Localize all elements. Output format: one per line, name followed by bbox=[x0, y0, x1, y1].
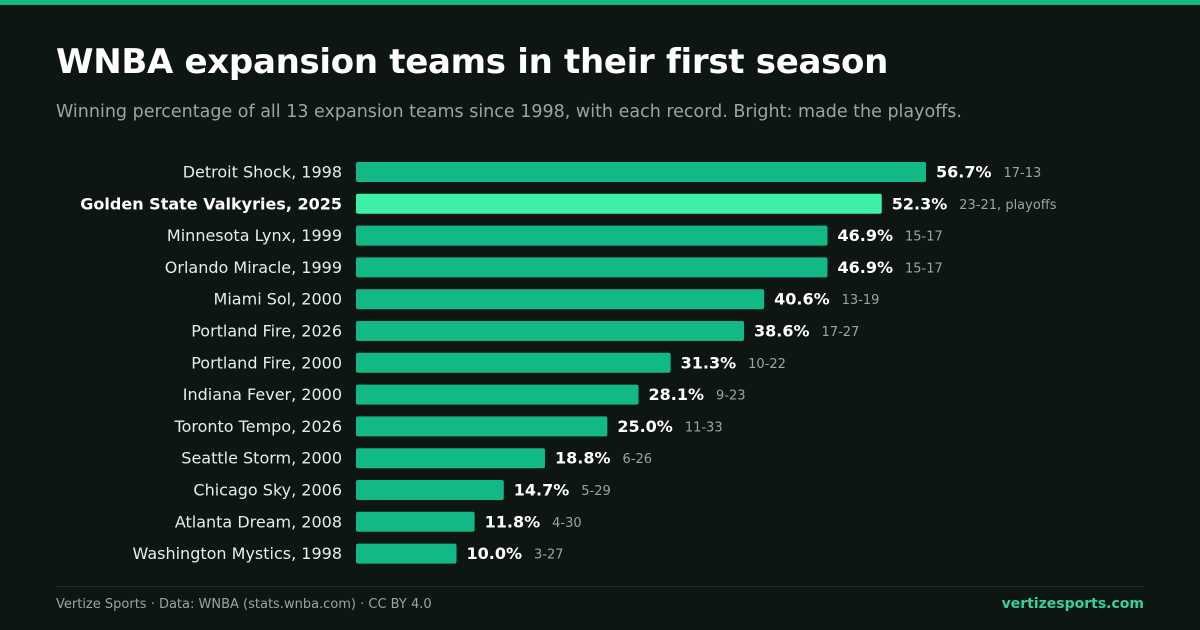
category-label: Atlanta Dream, 2008 bbox=[175, 512, 342, 531]
record-label: 4-30 bbox=[552, 516, 582, 531]
record-label: 17-13 bbox=[1004, 166, 1042, 181]
record-label: 3-27 bbox=[534, 548, 564, 563]
bar bbox=[356, 289, 765, 310]
value-label: 56.7% bbox=[936, 163, 992, 182]
category-label: Toronto Tempo, 2026 bbox=[174, 417, 342, 436]
bar bbox=[356, 193, 882, 214]
category-label: Detroit Shock, 1998 bbox=[183, 163, 342, 182]
value-label: 10.0% bbox=[467, 544, 523, 563]
value-label: 52.3% bbox=[892, 194, 948, 213]
value-label: 18.8% bbox=[555, 449, 611, 468]
bar bbox=[356, 162, 926, 182]
bar bbox=[356, 352, 671, 373]
category-label: Portland Fire, 2000 bbox=[191, 353, 342, 372]
category-label: Indiana Fever, 2000 bbox=[183, 385, 342, 404]
bar bbox=[356, 321, 745, 341]
record-label: 5-29 bbox=[581, 484, 611, 499]
record-label: 23-21, playoffs bbox=[959, 198, 1056, 213]
category-label: Seattle Storm, 2000 bbox=[181, 449, 342, 468]
source-credit: Vertize Sports · Data: WNBA (stats.wnba.… bbox=[56, 597, 432, 612]
bar bbox=[356, 416, 608, 437]
top-accent-bar bbox=[0, 0, 1200, 5]
category-label: Orlando Miracle, 1999 bbox=[165, 258, 342, 277]
bar bbox=[356, 448, 545, 469]
record-label: 15-17 bbox=[905, 230, 943, 245]
bar bbox=[356, 511, 475, 532]
value-label: 38.6% bbox=[754, 322, 810, 341]
value-label: 25.0% bbox=[617, 417, 673, 436]
category-label: Chicago Sky, 2006 bbox=[193, 481, 342, 500]
record-label: 6-26 bbox=[623, 452, 653, 467]
category-label: Portland Fire, 2026 bbox=[191, 322, 342, 341]
value-label: 40.6% bbox=[774, 290, 830, 309]
chart-subtitle: Winning percentage of all 13 expansion t… bbox=[56, 102, 962, 122]
category-label: Minnesota Lynx, 1999 bbox=[167, 226, 342, 245]
category-label: Golden State Valkyries, 2025 bbox=[80, 194, 342, 213]
chart-title: WNBA expansion teams in their first seas… bbox=[56, 42, 889, 82]
bar bbox=[356, 257, 828, 278]
bar bbox=[356, 384, 639, 405]
bar bbox=[356, 543, 457, 564]
record-label: 13-19 bbox=[842, 293, 880, 308]
bar bbox=[356, 480, 504, 500]
bar-chart: Detroit Shock, 1998 56.7% 17-13 Golden Stat… bbox=[80, 162, 1057, 564]
value-label: 46.9% bbox=[837, 226, 893, 245]
value-label: 14.7% bbox=[514, 481, 570, 500]
record-label: 17-27 bbox=[822, 325, 860, 340]
category-label: Washington Mystics, 1998 bbox=[133, 544, 342, 563]
value-label: 46.9% bbox=[837, 258, 893, 277]
record-label: 10-22 bbox=[748, 357, 786, 372]
record-label: 9-23 bbox=[716, 389, 746, 404]
value-label: 31.3% bbox=[681, 353, 737, 372]
record-label: 11-33 bbox=[685, 420, 723, 435]
category-label: Miami Sol, 2000 bbox=[214, 290, 342, 309]
bar bbox=[356, 225, 828, 246]
site-link[interactable]: vertizesports.com bbox=[1001, 596, 1144, 612]
value-label: 28.1% bbox=[648, 385, 704, 404]
footer-divider bbox=[56, 586, 1144, 587]
record-label: 15-17 bbox=[905, 261, 943, 276]
value-label: 11.8% bbox=[485, 512, 541, 531]
